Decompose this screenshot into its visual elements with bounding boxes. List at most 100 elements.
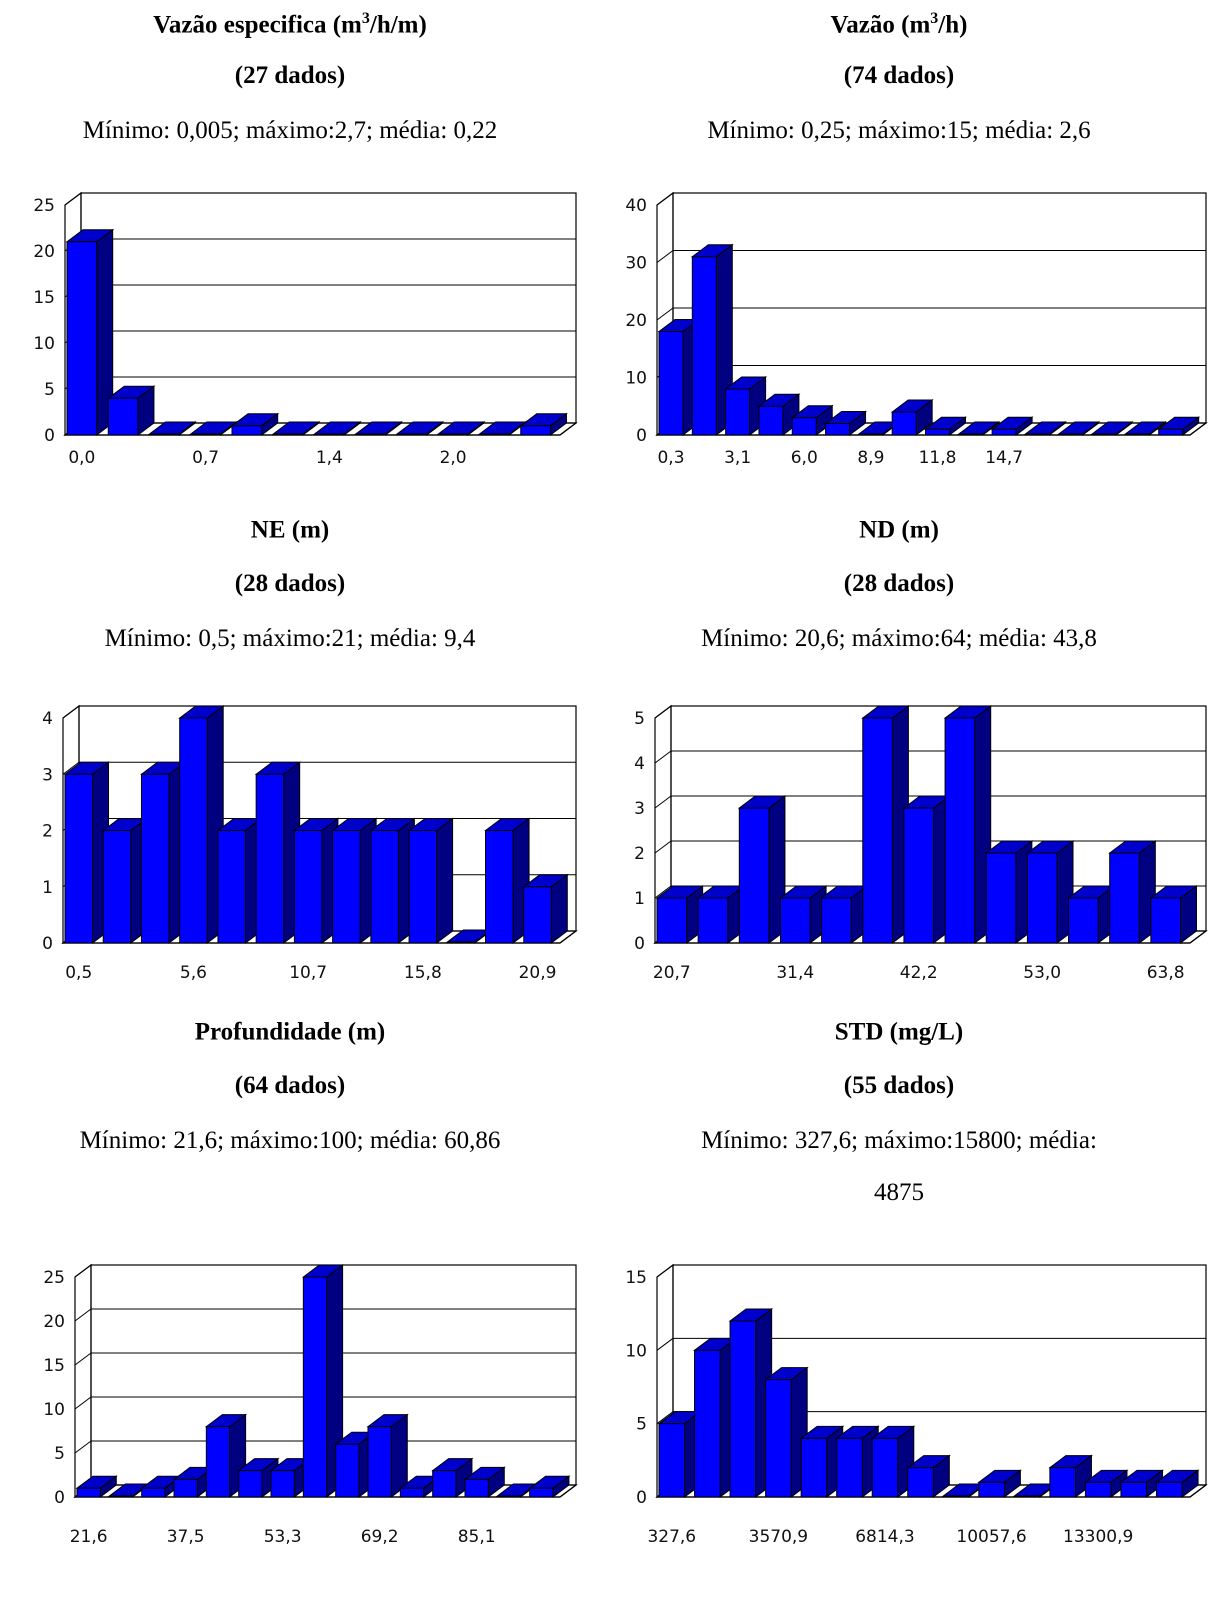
bar	[519, 412, 568, 436]
bar	[696, 885, 746, 944]
x-tick-label: 63,8	[1147, 963, 1185, 983]
bar-front	[1109, 852, 1140, 944]
floor-edge	[559, 930, 577, 944]
bar	[301, 1264, 345, 1498]
bar-top	[395, 421, 445, 435]
bar-front	[432, 1470, 457, 1498]
bar-front	[302, 1276, 328, 1498]
bar	[977, 1469, 1022, 1498]
histogram-chart: 0 1 2 3 4 5 20,7 31,4 42,2 53,0 63,8	[634, 704, 1208, 983]
y-tick-label: 4	[634, 754, 645, 774]
bar	[990, 416, 1034, 436]
bar-front	[729, 1320, 757, 1498]
floor-edge	[1189, 930, 1207, 944]
bar-side	[436, 817, 454, 944]
histogram-chart: 0 1 2 3 4 0,5 5,6 10,7 15,8 20,9	[42, 704, 578, 983]
bar	[366, 1413, 409, 1498]
x-tick-label: 0,0	[68, 448, 95, 468]
bar-front	[76, 1487, 101, 1498]
x-tick-label: 0,3	[657, 448, 684, 468]
bar-front	[791, 417, 817, 436]
bar-front	[485, 830, 514, 944]
chart-title: Vazão (m3/h)	[830, 10, 968, 39]
y-tick-label: 20	[43, 1312, 65, 1332]
histogram-panel: Profundidade (m) (64 dados) Mínimo: 21,6…	[0, 1017, 580, 1617]
floor-edge	[1189, 1484, 1207, 1498]
bar-front	[738, 807, 770, 944]
bar-front	[140, 773, 170, 944]
bar	[271, 421, 321, 436]
gridline-side	[656, 250, 674, 263]
y-tick-label: 25	[33, 196, 55, 216]
x-tick-label: 2,0	[440, 448, 467, 468]
histogram-panel: Vazão especifica (m3/h/m) (27 dados) Mín…	[0, 0, 580, 470]
stats-summary: Mínimo: 0,5; máximo:21; média: 9,4	[104, 625, 476, 652]
bar	[906, 1454, 951, 1498]
gridline-side	[656, 307, 674, 321]
chart-title: ND (m)	[859, 516, 939, 544]
x-tick-label: 327,6	[647, 1527, 696, 1547]
bar-front	[656, 897, 688, 944]
bar	[790, 404, 834, 436]
gridline-side	[62, 705, 80, 719]
y-tick-label: 25	[43, 1268, 65, 1288]
bar	[1023, 421, 1067, 436]
bar-front	[367, 1426, 392, 1498]
y-tick-label: 5	[634, 709, 645, 729]
bar-front	[529, 1487, 554, 1498]
bar	[139, 761, 187, 944]
bar-front	[408, 830, 438, 944]
bar	[230, 412, 280, 436]
y-tick-label: 2	[634, 844, 645, 864]
bar	[902, 795, 952, 944]
bar-front	[1026, 852, 1058, 944]
bar-front	[335, 1443, 360, 1498]
gridline-side	[654, 840, 672, 854]
bar	[445, 929, 493, 944]
bar	[943, 705, 993, 944]
bar	[1154, 1469, 1200, 1498]
gridline-side	[656, 1337, 674, 1351]
bar	[737, 795, 787, 944]
bar-front	[64, 773, 94, 944]
bar	[331, 817, 378, 944]
gridline-side	[74, 1396, 92, 1410]
gridline-side	[656, 1264, 674, 1278]
x-tick-label: 11,8	[919, 448, 957, 468]
bar	[957, 421, 1001, 436]
bar	[870, 1425, 916, 1498]
bar-front	[658, 331, 684, 436]
bar-front	[978, 1481, 1005, 1498]
bar-front	[173, 1478, 198, 1498]
x-tick-label: 42,2	[900, 963, 938, 983]
y-tick-label: 10	[625, 369, 647, 389]
bar-front	[205, 1426, 231, 1498]
y-tick-label: 10	[43, 1400, 65, 1420]
bar-front	[871, 1437, 899, 1498]
bar	[178, 705, 225, 944]
bar-front	[1120, 1481, 1148, 1498]
back-wall	[80, 192, 577, 424]
chart-title: STD (mg/L)	[834, 1018, 964, 1046]
bar	[269, 1457, 312, 1498]
bar-front	[800, 1437, 828, 1498]
gridline-side	[64, 192, 82, 206]
x-tick-label: 53,0	[1023, 963, 1061, 983]
x-tick-label: 10,7	[289, 963, 327, 983]
bar	[101, 817, 149, 944]
bar	[254, 761, 302, 944]
bar-top	[1123, 421, 1167, 435]
histogram-chart: 0 5 10 15 20 25 21,6 37,5 53,3 69,2 85,1	[43, 1263, 578, 1547]
y-tick-label: 5	[54, 1444, 65, 1464]
x-tick-label: 6,0	[791, 448, 818, 468]
data-count: (74 dados)	[843, 62, 955, 89]
bar-front	[821, 897, 852, 944]
bar-front	[293, 830, 323, 944]
histogram-chart: 0 5 10 15 327,6 3570,9 6814,3 10057,6 13300,9	[625, 1263, 1208, 1547]
y-tick-label: 0	[636, 426, 647, 446]
bar	[1090, 421, 1134, 436]
y-tick-label: 0	[54, 1488, 65, 1508]
y-tick-label: 40	[625, 196, 647, 216]
bar-front	[1068, 897, 1099, 944]
bar	[65, 228, 115, 436]
